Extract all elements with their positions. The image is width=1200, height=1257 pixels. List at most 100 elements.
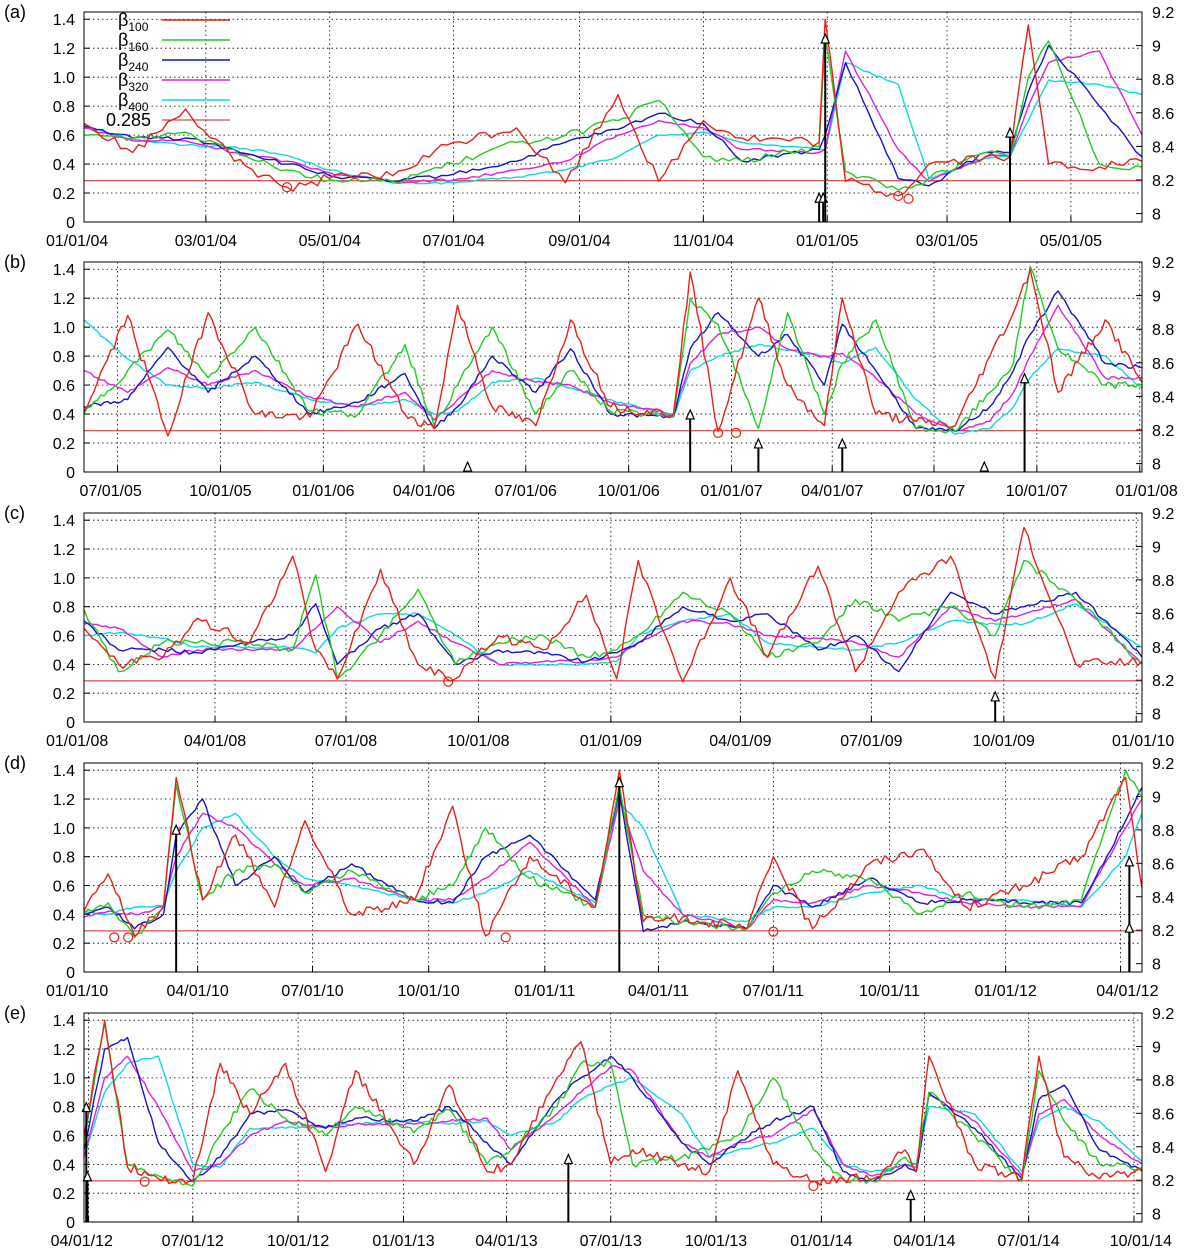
minimum-marker (893, 190, 904, 202)
y-tick-label: 1.0 (53, 571, 75, 588)
event-arrowhead (171, 823, 182, 835)
y2-tick-label: 8.8 (1152, 1073, 1174, 1090)
y-tick-label: 0.8 (53, 850, 75, 867)
series-line-2 (83, 1022, 1143, 1187)
y2-tick-label: 8.8 (1152, 573, 1174, 590)
event-arrowhead (685, 408, 696, 420)
y-tick-label: 0.4 (53, 157, 75, 174)
x-tick-label: 07/01/05 (80, 483, 142, 500)
y2-tick-label: 8.8 (1152, 72, 1174, 89)
panel-label: (a) (4, 2, 26, 22)
x-tick-label: 01/01/07 (700, 483, 762, 500)
series-line-5 (83, 62, 1143, 185)
series-line-3 (83, 290, 1143, 433)
series-line-3 (83, 44, 1143, 187)
y-tick-label: 0.6 (53, 378, 75, 395)
event-arrowhead (905, 1189, 916, 1201)
y2-tick-label: 8.6 (1152, 356, 1174, 373)
x-tick-label: 07/01/09 (840, 733, 902, 750)
series-line-2 (83, 265, 1143, 434)
x-tick-label: 10/01/12 (267, 1233, 329, 1250)
minimum-marker (768, 926, 779, 937)
legend-subscript: 160 (128, 40, 148, 54)
y2-tick-label: 9.2 (1152, 255, 1174, 272)
x-tick-label: 01/01/12 (975, 983, 1037, 1000)
minimum-marker (139, 1176, 150, 1187)
panel-label: (d) (4, 753, 26, 773)
x-tick-label: 07/01/11 (743, 983, 804, 1000)
y-tick-label: 1.0 (53, 1071, 75, 1088)
x-tick-label: 01/01/10 (1112, 733, 1174, 750)
panel-label: (c) (4, 503, 25, 523)
y-tick-label: 1.2 (53, 291, 75, 308)
x-tick-label: 04/01/12 (51, 1233, 113, 1250)
event-arrowhead (837, 437, 848, 449)
x-tick-label: 10/01/09 (973, 733, 1035, 750)
y2-tick-label: 9 (1152, 1039, 1161, 1056)
series-line-1 (83, 769, 1143, 937)
series-line-2 (83, 33, 1143, 191)
legend-threshold-label: 0.285 (106, 110, 151, 130)
y2-tick-label: 8.4 (1152, 139, 1174, 156)
minimum-marker (109, 932, 120, 943)
y-tick-label: 0 (66, 465, 75, 482)
y-tick-label: 0 (66, 215, 75, 232)
y-tick-label: 0.8 (53, 600, 75, 617)
x-tick-label: 09/01/04 (548, 233, 610, 250)
x-tick-label: 07/01/14 (998, 1233, 1060, 1250)
y-tick-label: 0.6 (53, 879, 75, 896)
y-tick-label: 0.4 (53, 657, 75, 674)
y2-tick-label: 9 (1152, 789, 1161, 806)
y2-tick-label: 8.6 (1152, 606, 1174, 623)
x-tick-label: 04/01/14 (893, 1233, 955, 1250)
plot-frame (83, 512, 1143, 723)
y2-tick-label: 8 (1152, 707, 1161, 724)
event-arrowhead (614, 776, 625, 788)
panel-label: (b) (4, 252, 26, 272)
y2-tick-label: 8.2 (1152, 923, 1174, 940)
y-tick-label: 0.2 (53, 686, 75, 703)
y2-tick-label: 8.4 (1152, 1140, 1174, 1157)
series-line-5 (83, 319, 1143, 435)
x-tick-label: 10/01/13 (685, 1233, 747, 1250)
y-tick-label: 1.4 (53, 12, 75, 29)
y-tick-label: 1.4 (53, 262, 75, 279)
minimum-marker (808, 1180, 819, 1192)
x-tick-label: 10/01/14 (1110, 1233, 1172, 1250)
y-tick-label: 0.4 (53, 1157, 75, 1174)
x-tick-label: 01/01/04 (46, 233, 108, 250)
y-tick-label: 1.0 (53, 320, 75, 337)
y2-tick-label: 8.6 (1152, 1106, 1174, 1123)
y-tick-label: 0.8 (53, 99, 75, 116)
y-tick-label: 0.2 (53, 436, 75, 453)
y-tick-label: 1.0 (53, 70, 75, 87)
legend-subscript: 240 (128, 60, 148, 74)
y-tick-label: 0 (66, 1215, 75, 1232)
event-arrowhead (820, 32, 831, 44)
event-arrowhead (1124, 855, 1135, 867)
minimum-marker (713, 427, 724, 438)
x-tick-label: 04/01/11 (628, 983, 689, 1000)
series-line-4 (83, 798, 1143, 930)
y-tick-label: 0.6 (53, 128, 75, 145)
x-tick-label: 01/01/09 (580, 733, 642, 750)
x-tick-label: 10/01/11 (859, 983, 920, 1000)
x-tick-label: 10/01/07 (1006, 483, 1068, 500)
x-tick-label: 04/01/08 (184, 733, 246, 750)
series-line-1 (83, 1019, 1143, 1186)
y2-tick-label: 8.6 (1152, 856, 1174, 873)
y2-tick-label: 8.2 (1152, 1173, 1174, 1190)
y2-tick-label: 9 (1152, 39, 1161, 56)
y2-tick-label: 8.8 (1152, 322, 1174, 339)
y-tick-label: 0.2 (53, 186, 75, 203)
y-tick-label: 1.4 (53, 1013, 75, 1030)
x-tick-label: 04/01/07 (801, 483, 863, 500)
y2-tick-label: 9 (1152, 289, 1161, 306)
y2-tick-label: 9.2 (1152, 756, 1174, 773)
y2-tick-label: 8.4 (1152, 389, 1174, 406)
x-tick-label: 05/01/04 (299, 233, 361, 250)
y-tick-label: 1.2 (53, 792, 75, 809)
x-tick-label: 04/01/10 (166, 983, 228, 1000)
y2-tick-label: 9 (1152, 539, 1161, 556)
